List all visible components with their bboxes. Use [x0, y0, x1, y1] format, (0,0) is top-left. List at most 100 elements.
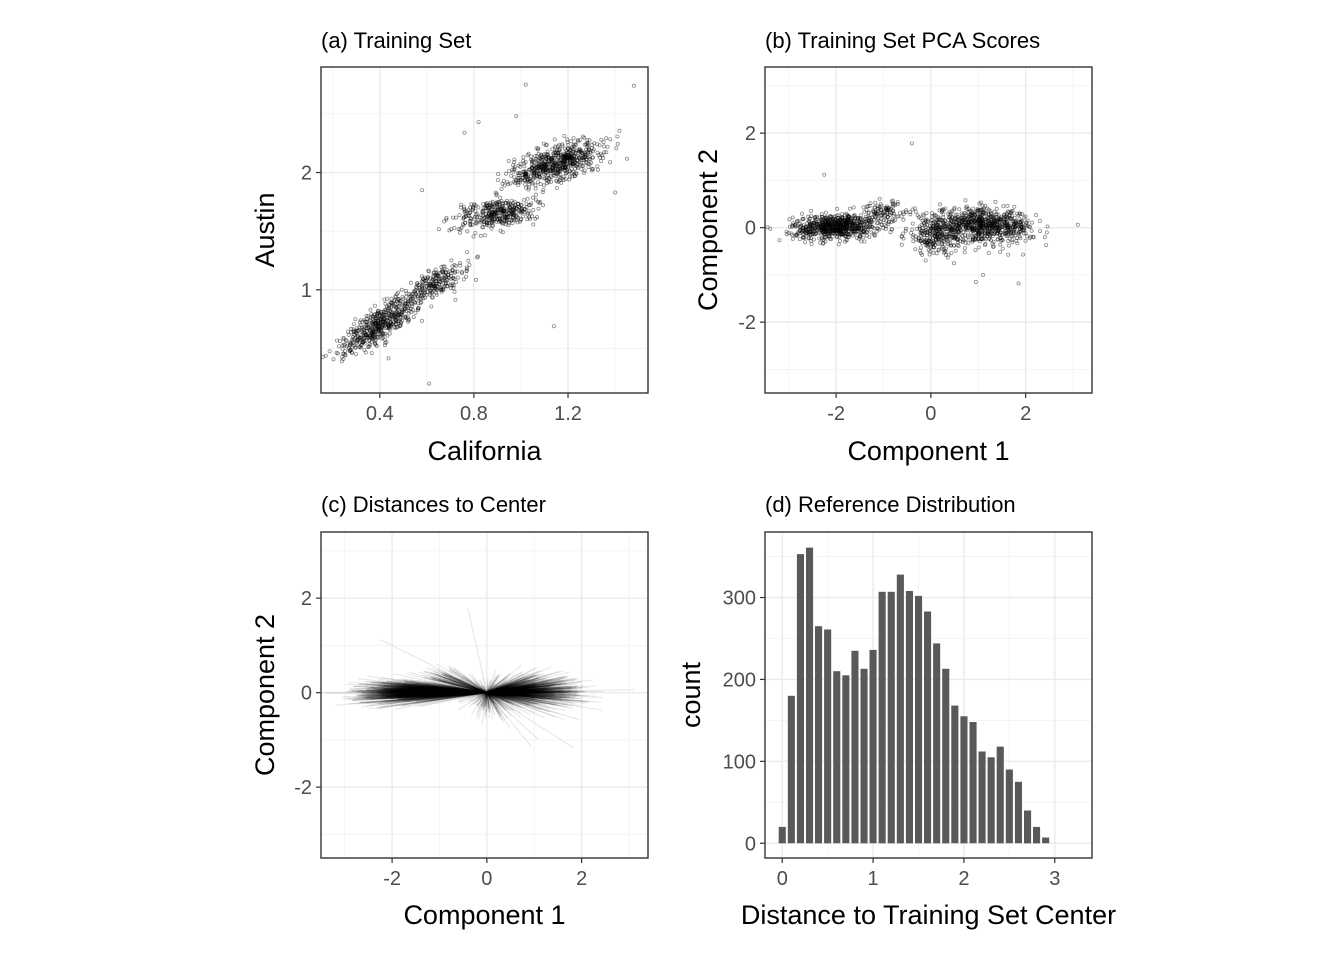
scatter-point: [531, 160, 536, 165]
scatter-point: [362, 335, 367, 340]
scatter-point: [522, 171, 527, 176]
scatter-point: [546, 172, 551, 177]
scatter-point: [382, 312, 387, 317]
scatter-point: [966, 220, 971, 225]
scatter-point: [352, 329, 357, 334]
scatter-point: [866, 224, 871, 229]
scatter-point: [839, 225, 844, 230]
scatter-point: [500, 208, 505, 213]
scatter-point: [340, 346, 345, 351]
scatter-point: [923, 258, 928, 263]
scatter-point: [439, 289, 444, 294]
scatter-point: [380, 333, 385, 338]
scatter-point: [449, 274, 454, 279]
panel-a: (a) Training Set California Austin 0.4 0.…: [250, 28, 649, 466]
scatter-point: [918, 238, 923, 243]
scatter-point: [396, 296, 401, 301]
scatter-point: [602, 144, 607, 149]
scatter-point: [351, 343, 356, 348]
scatter-point: [523, 178, 528, 183]
scatter-point: [437, 279, 442, 284]
scatter-point: [838, 231, 843, 236]
scatter-point: [831, 223, 836, 228]
scatter-point: [378, 316, 383, 321]
scatter-point: [451, 286, 456, 291]
scatter-point: [845, 227, 850, 232]
scatter-point: [549, 165, 554, 170]
scatter-point: [941, 231, 946, 236]
scatter-point: [827, 231, 832, 236]
scatter-point: [522, 206, 527, 211]
scatter-point: [833, 217, 838, 222]
scatter-point: [528, 202, 533, 207]
scatter-point: [859, 230, 864, 235]
scatter-point: [933, 234, 938, 239]
scatter-point: [821, 240, 826, 245]
scatter-point: [566, 150, 571, 155]
scatter-point: [545, 152, 550, 157]
scatter-point: [468, 210, 473, 215]
scatter-point: [838, 228, 843, 233]
scatter-point: [557, 178, 562, 183]
scatter-point: [489, 215, 494, 220]
scatter-point: [915, 226, 920, 231]
scatter-point: [406, 300, 411, 305]
scatter-point: [355, 337, 360, 342]
scatter-point: [536, 161, 541, 166]
scatter-point: [833, 216, 838, 221]
scatter-point: [949, 219, 954, 224]
scatter-point: [932, 219, 937, 224]
scatter-point: [559, 180, 564, 185]
scatter-point: [932, 213, 937, 218]
scatter-point: [385, 318, 390, 323]
scatter-point: [848, 222, 853, 227]
scatter-point: [558, 160, 563, 165]
scatter-point: [573, 150, 578, 155]
scatter-point: [415, 281, 420, 286]
scatter-point: [933, 232, 938, 237]
scatter-point: [821, 223, 826, 228]
scatter-point: [985, 215, 990, 220]
scatter-point: [366, 334, 371, 339]
scatter-point: [952, 219, 957, 224]
scatter-point: [899, 214, 904, 219]
scatter-point: [940, 240, 945, 245]
scatter-point: [1004, 233, 1009, 238]
scatter-point: [394, 306, 399, 311]
scatter-point: [885, 214, 890, 219]
scatter-point: [935, 232, 940, 237]
scatter-point: [522, 207, 527, 212]
scatter-point: [426, 285, 431, 290]
scatter-point: [586, 150, 591, 155]
scatter-point: [501, 206, 506, 211]
scatter-point: [373, 332, 378, 337]
scatter-point: [555, 151, 560, 156]
scatter-point: [541, 172, 546, 177]
y-tick-label: 2: [745, 123, 756, 145]
scatter-point: [922, 222, 927, 227]
scatter-point: [470, 222, 475, 227]
scatter-point: [978, 215, 983, 220]
scatter-point: [963, 237, 968, 242]
scatter-point: [929, 217, 934, 222]
scatter-point: [1008, 230, 1013, 235]
scatter-point: [571, 169, 576, 174]
scatter-point: [553, 167, 558, 172]
scatter-point: [842, 218, 847, 223]
scatter-point: [493, 207, 498, 212]
scatter-point: [584, 160, 589, 165]
scatter-point: [921, 213, 926, 218]
scatter-point: [520, 175, 525, 180]
scatter-point: [961, 220, 966, 225]
scatter-point: [512, 208, 517, 213]
scatter-point: [544, 157, 549, 162]
scatter-point: [973, 230, 978, 235]
scatter-point: [388, 323, 393, 328]
scatter-point: [558, 162, 563, 167]
scatter-point: [901, 210, 906, 215]
scatter-point: [474, 212, 479, 217]
scatter-point: [400, 312, 405, 317]
scatter-point: [420, 294, 425, 299]
scatter-point: [378, 320, 383, 325]
scatter-point: [930, 218, 935, 223]
